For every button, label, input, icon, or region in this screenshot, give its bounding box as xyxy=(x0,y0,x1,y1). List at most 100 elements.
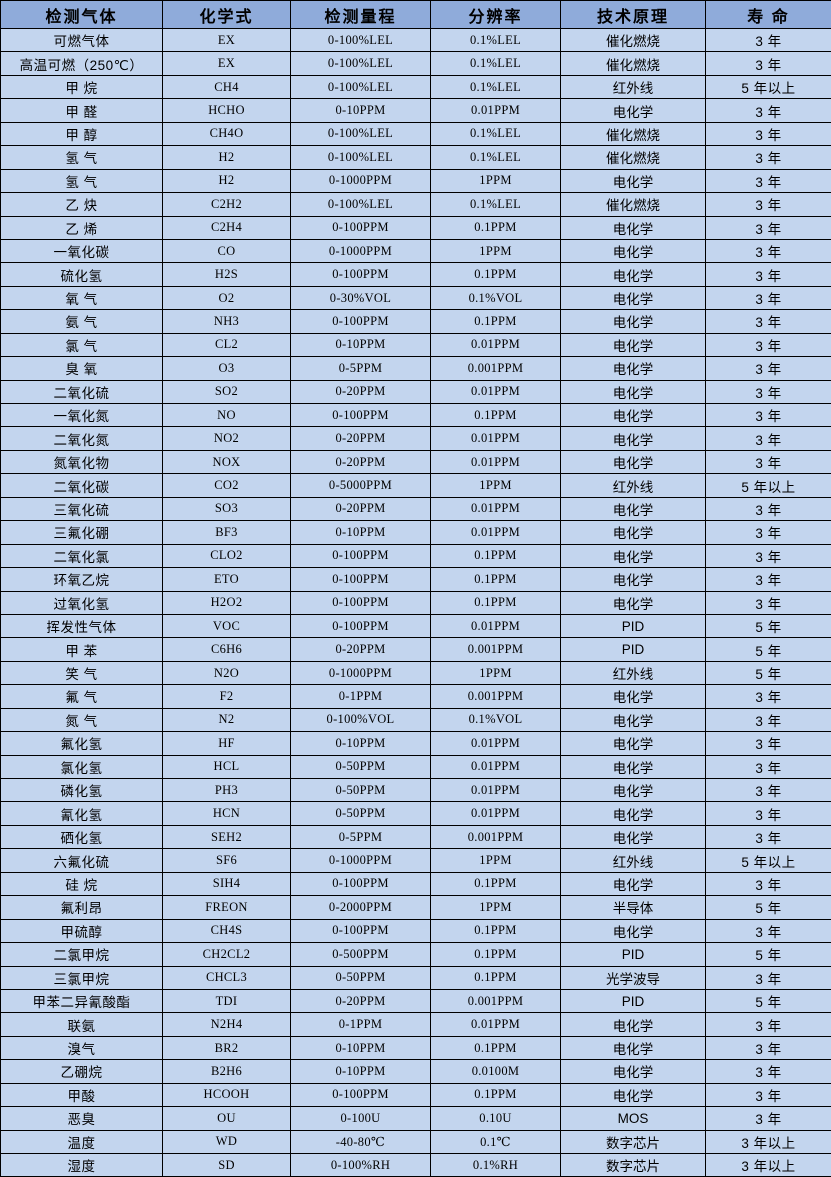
cell-gas: 乙 炔 xyxy=(1,193,163,216)
cell-life: 5 年 xyxy=(706,614,831,637)
cell-life: 3 年 xyxy=(706,591,831,614)
cell-form: B2H6 xyxy=(163,1060,291,1083)
cell-tech: 电化学 xyxy=(561,708,706,731)
cell-res: 0.1%LEL xyxy=(431,193,561,216)
cell-life: 3 年 xyxy=(706,966,831,989)
cell-res: 0.01PPM xyxy=(431,1013,561,1036)
cell-form: O2 xyxy=(163,286,291,309)
cell-res: 0.1%LEL xyxy=(431,122,561,145)
cell-form: CH2CL2 xyxy=(163,943,291,966)
cell-range: 0-100PPM xyxy=(291,404,431,427)
cell-form: EX xyxy=(163,52,291,75)
cell-form: SIH4 xyxy=(163,872,291,895)
cell-res: 0.1PPM xyxy=(431,1036,561,1059)
cell-range: 0-1000PPM xyxy=(291,169,431,192)
cell-tech: 电化学 xyxy=(561,286,706,309)
cell-res: 0.1%LEL xyxy=(431,52,561,75)
cell-tech: 电化学 xyxy=(561,1013,706,1036)
cell-range: 0-100PPM xyxy=(291,568,431,591)
cell-gas: 六氟化硫 xyxy=(1,849,163,872)
cell-tech: 催化燃烧 xyxy=(561,122,706,145)
cell-res: 0.1PPM xyxy=(431,404,561,427)
cell-form: CO xyxy=(163,239,291,262)
cell-range: 0-20PPM xyxy=(291,989,431,1012)
cell-tech: 电化学 xyxy=(561,802,706,825)
cell-range: 0-1000PPM xyxy=(291,849,431,872)
cell-res: 0.01PPM xyxy=(431,521,561,544)
cell-form: FREON xyxy=(163,896,291,919)
cell-gas: 三氯甲烷 xyxy=(1,966,163,989)
cell-range: 0-100PPM xyxy=(291,919,431,942)
cell-range: 0-100PPM xyxy=(291,614,431,637)
cell-range: 0-50PPM xyxy=(291,966,431,989)
cell-life: 5 年 xyxy=(706,638,831,661)
cell-tech: PID xyxy=(561,638,706,661)
cell-form: TDI xyxy=(163,989,291,1012)
cell-tech: MOS xyxy=(561,1107,706,1130)
cell-gas: 甲硫醇 xyxy=(1,919,163,942)
cell-form: SO2 xyxy=(163,380,291,403)
cell-gas: 氢 气 xyxy=(1,146,163,169)
cell-tech: 电化学 xyxy=(561,1060,706,1083)
cell-gas: 甲 醛 xyxy=(1,99,163,122)
cell-tech: 催化燃烧 xyxy=(561,29,706,52)
cell-gas: 二氧化硫 xyxy=(1,380,163,403)
cell-form: BR2 xyxy=(163,1036,291,1059)
cell-gas: 环氧乙烷 xyxy=(1,568,163,591)
cell-range: 0-100PPM xyxy=(291,263,431,286)
cell-form: EX xyxy=(163,29,291,52)
cell-res: 0.1%LEL xyxy=(431,146,561,169)
cell-form: O3 xyxy=(163,357,291,380)
cell-range: 0-2000PPM xyxy=(291,896,431,919)
cell-tech: 电化学 xyxy=(561,685,706,708)
cell-tech: 电化学 xyxy=(561,732,706,755)
cell-gas: 臭 氧 xyxy=(1,357,163,380)
cell-form: HCHO xyxy=(163,99,291,122)
cell-gas: 硒化氢 xyxy=(1,825,163,848)
cell-gas: 一氧化碳 xyxy=(1,239,163,262)
cell-res: 0.001PPM xyxy=(431,685,561,708)
cell-res: 0.01PPM xyxy=(431,732,561,755)
cell-gas: 湿度 xyxy=(1,1154,163,1177)
cell-life: 3 年 xyxy=(706,919,831,942)
cell-res: 1PPM xyxy=(431,896,561,919)
cell-gas: 氮 气 xyxy=(1,708,163,731)
cell-range: 0-100PPM xyxy=(291,591,431,614)
cell-life: 3 年 xyxy=(706,497,831,520)
cell-gas: 氰化氢 xyxy=(1,802,163,825)
cell-form: C6H6 xyxy=(163,638,291,661)
column-header-resolution: 分辨率 xyxy=(431,1,561,29)
cell-tech: 电化学 xyxy=(561,1083,706,1106)
cell-life: 5 年 xyxy=(706,943,831,966)
cell-gas: 三氟化硼 xyxy=(1,521,163,544)
cell-res: 0.1PPM xyxy=(431,591,561,614)
cell-life: 3 年 xyxy=(706,239,831,262)
cell-tech: PID xyxy=(561,614,706,637)
cell-tech: 电化学 xyxy=(561,263,706,286)
cell-res: 0.01PPM xyxy=(431,755,561,778)
cell-range: 0-100PPM xyxy=(291,872,431,895)
cell-form: VOC xyxy=(163,614,291,637)
cell-form: CL2 xyxy=(163,333,291,356)
cell-range: 0-5PPM xyxy=(291,825,431,848)
cell-tech: 数字芯片 xyxy=(561,1154,706,1177)
cell-life: 3 年 xyxy=(706,427,831,450)
cell-gas: 甲 烷 xyxy=(1,75,163,98)
cell-life: 3 年 xyxy=(706,450,831,473)
